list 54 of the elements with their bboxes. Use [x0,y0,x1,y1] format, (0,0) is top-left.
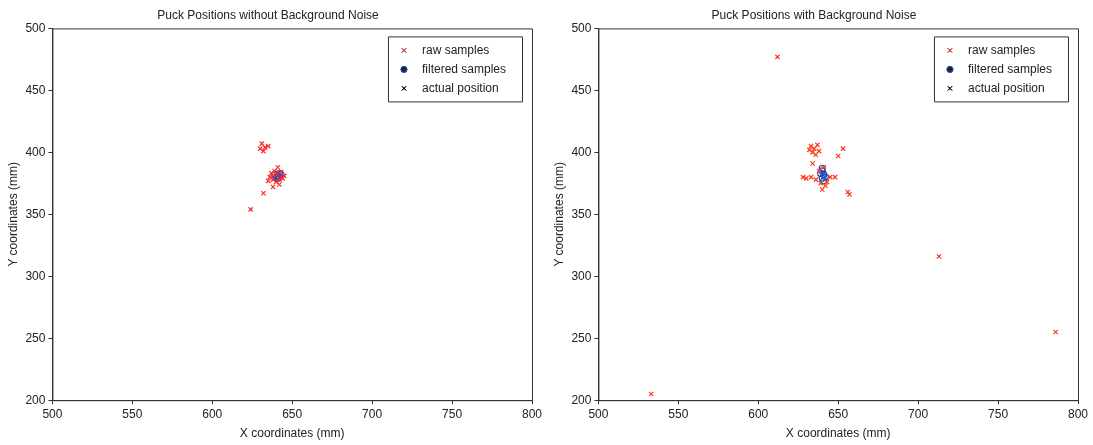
chart-title: Puck Positions without Background Noise [157,7,380,22]
y-tick-label: 200 [25,392,46,407]
chart-title: Puck Positions with Background Noise [711,7,917,22]
point [936,253,942,260]
y-axis-title: Y coordinates (mm) [5,162,20,267]
point [822,183,829,189]
x-tick-label: 600 [748,406,769,421]
y-tick-label: 500 [25,20,46,35]
y-tick-label: 350 [571,206,592,221]
legend-label: actual position [967,80,1045,95]
point [832,174,838,180]
x-tick-label: 750 [988,406,1009,421]
x-tick-label: 800 [521,406,543,421]
y-tick-label: 500 [571,20,592,35]
y-tick-label: 350 [25,206,46,221]
x-tick-label: 600 [202,406,223,421]
x-tick-label: 550 [122,406,143,421]
legend-label: raw samples [967,42,1036,57]
point [827,174,833,180]
y-tick-label: 250 [571,330,592,345]
y-tick-label: 250 [25,330,46,345]
point [818,174,826,182]
legend-label: filtered samples [421,61,507,76]
y-tick-label: 400 [25,144,46,159]
point [840,145,846,152]
x-axis-title: X coordinates (mm) [785,426,891,441]
legend-label: filtered samples [967,61,1053,76]
y-tick-label: 300 [571,268,592,283]
legend-label: raw samples [421,42,490,57]
x-tick-label: 750 [442,406,463,421]
y-tick-label: 300 [25,268,46,283]
point [1052,329,1059,335]
y-tick-label: 450 [571,82,592,97]
x-axis-title: X coordinates (mm) [239,426,345,441]
x-tick-label: 650 [282,406,303,421]
point [648,391,654,397]
x-tick-label: 500 [588,406,609,421]
x-tick-label: 800 [1067,406,1089,421]
x-tick-label: 500 [42,406,63,421]
x-tick-label: 550 [668,406,689,421]
y-tick-label: 200 [571,392,592,407]
point [774,54,781,60]
y-tick-label: 450 [25,82,46,97]
point [809,160,816,167]
x-tick-label: 700 [908,406,929,421]
x-tick-label: 650 [828,406,849,421]
legend-label: actual position [421,80,499,95]
y-axis-title: Y coordinates (mm) [551,162,566,267]
point [813,176,819,183]
point [260,190,267,196]
x-tick-label: 700 [362,406,383,421]
y-tick-label: 400 [571,144,592,159]
point [262,144,268,151]
point [835,153,841,159]
